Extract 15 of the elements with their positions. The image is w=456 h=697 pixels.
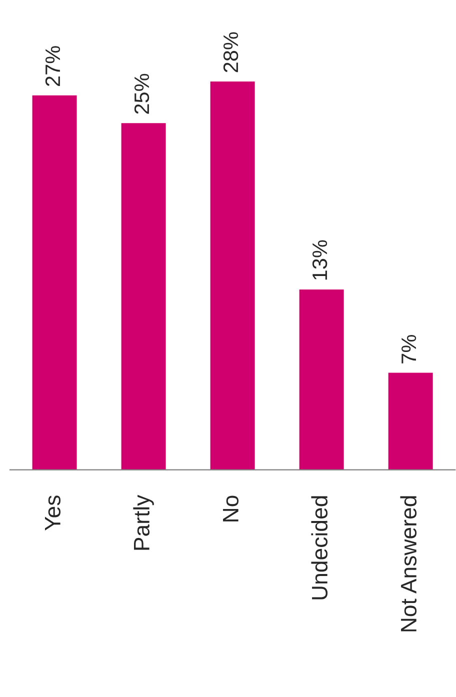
x-tick-label: Yes xyxy=(44,496,61,531)
x-tick-label: No xyxy=(223,496,239,522)
x-tick-label: Not Answered xyxy=(400,496,417,632)
bar xyxy=(210,82,255,470)
data-label: 13% xyxy=(312,240,328,280)
data-label: 28% xyxy=(223,32,238,72)
x-tick-label: Undecided xyxy=(311,496,328,600)
data-label: 25% xyxy=(134,74,150,114)
data-label: 27% xyxy=(45,46,60,86)
bar xyxy=(121,123,166,470)
data-label: 7% xyxy=(402,335,416,364)
x-tick-label: Partly xyxy=(133,494,154,550)
bar xyxy=(299,290,344,470)
bar xyxy=(32,95,77,470)
bar xyxy=(388,372,433,470)
